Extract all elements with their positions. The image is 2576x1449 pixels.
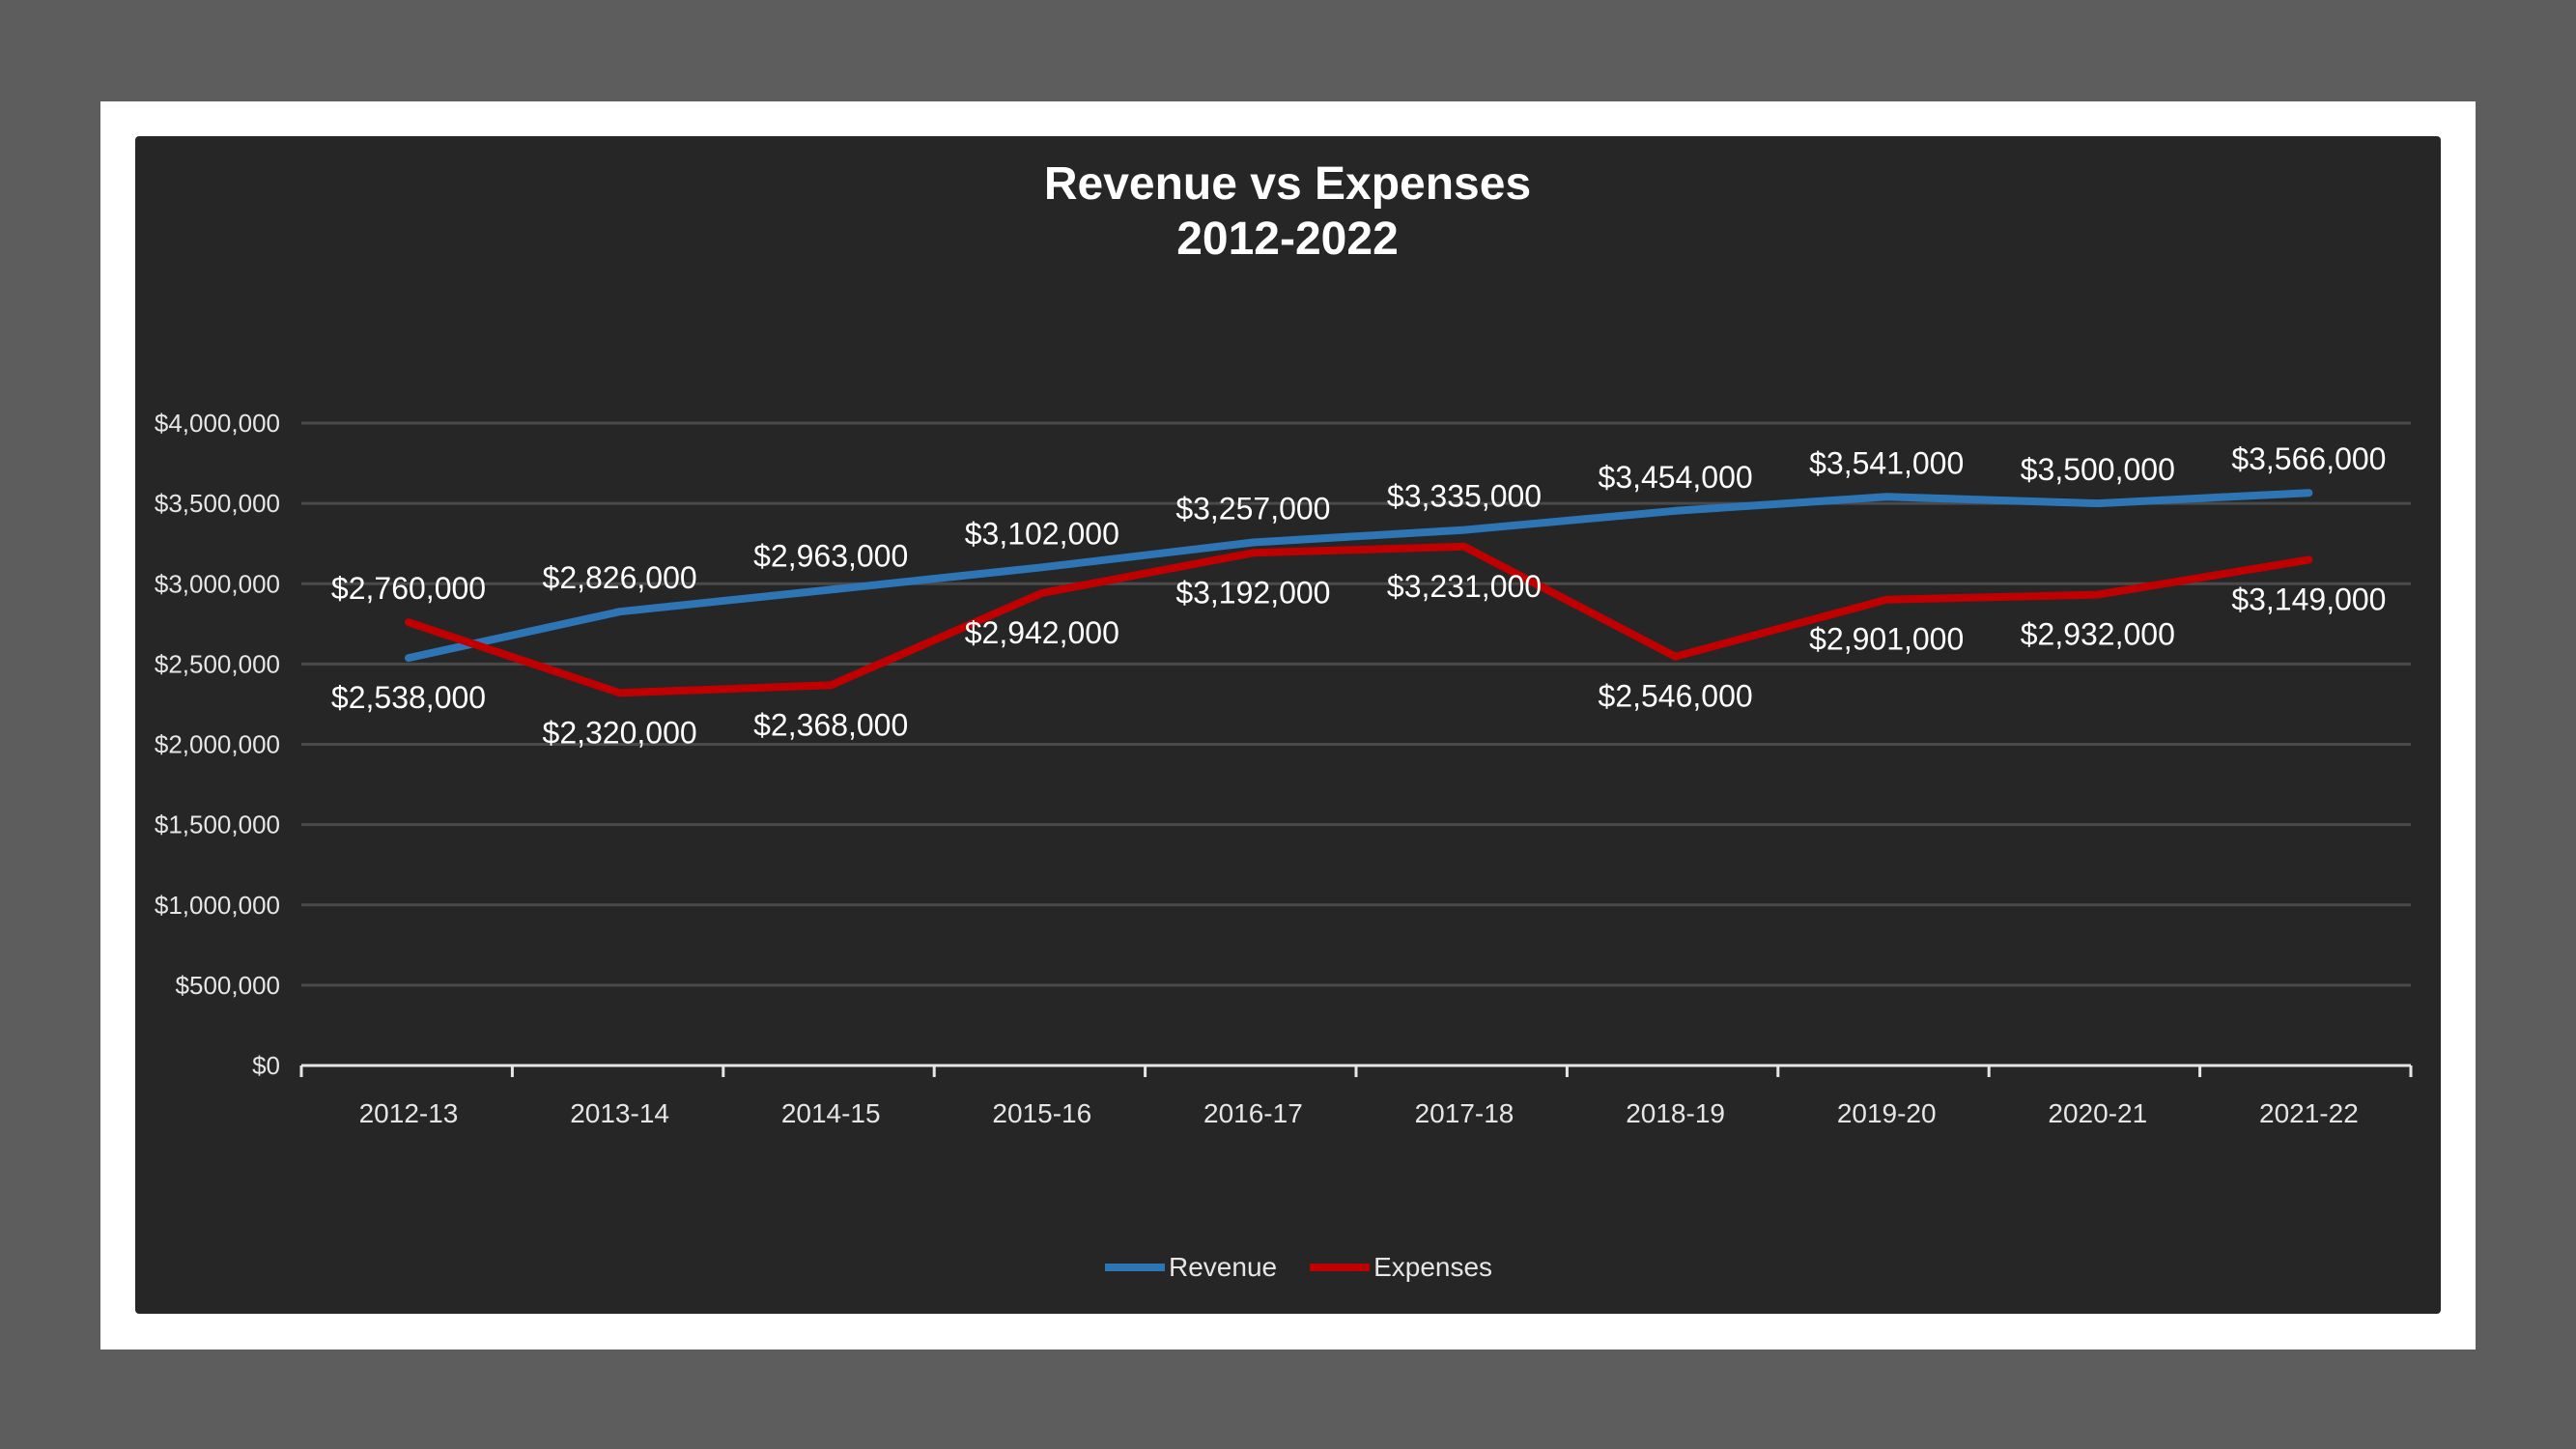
data-label-expenses: $3,192,000	[1175, 575, 1330, 610]
x-tick-label: 2016-17	[1203, 1098, 1303, 1128]
data-labels: $2,760,000 $2,538,000 $2,826,000 $2,320,000…	[331, 441, 2387, 750]
x-tick-label: 2017-18	[1415, 1098, 1514, 1128]
y-axis-ticks: $0 $500,000 $1,000,000 $1,500,000 $2,000,000…	[155, 409, 280, 1080]
data-label-expenses: $2,760,000	[331, 571, 486, 606]
data-label-expenses: $3,149,000	[2231, 582, 2386, 616]
chart-frame: Revenue vs Expenses 2012-2022 $0 $500,000…	[100, 101, 2476, 1350]
data-label-expenses: $2,546,000	[1599, 679, 1753, 714]
data-label-revenue: $3,335,000	[1387, 479, 1542, 514]
data-label-revenue: $3,257,000	[1175, 492, 1330, 526]
data-label-expenses: $2,901,000	[1809, 622, 1964, 657]
data-label-expenses: $2,942,000	[965, 615, 1119, 650]
x-tick-label: 2013-14	[570, 1098, 669, 1128]
x-axis: 2012-13 2013-14 2014-15 2015-16 2016-17 2017-…	[299, 1064, 2413, 1128]
data-label-expenses: $2,320,000	[543, 715, 697, 750]
data-label-revenue: $3,500,000	[2021, 452, 2175, 487]
y-tick-label: $2,500,000	[155, 649, 280, 678]
data-label-revenue: $2,826,000	[543, 560, 697, 595]
y-tick-label: $3,500,000	[155, 489, 280, 518]
data-label-revenue: $3,102,000	[965, 516, 1119, 551]
y-tick-label: $0	[252, 1051, 280, 1080]
y-tick-label: $1,000,000	[155, 891, 280, 920]
x-tick-label: 2018-19	[1626, 1098, 1725, 1128]
x-tick-label: 2012-13	[359, 1098, 459, 1128]
x-tick-label: 2014-15	[781, 1098, 881, 1128]
gridlines	[301, 421, 2411, 987]
y-tick-label: $2,000,000	[155, 730, 280, 759]
y-tick-label: $4,000,000	[155, 409, 280, 438]
legend: Revenue Expenses	[1105, 1252, 1492, 1282]
series-line-expenses	[405, 542, 2313, 697]
data-label-revenue: $2,538,000	[331, 680, 486, 715]
chart-title-line-1: Revenue vs Expenses	[1044, 158, 1531, 210]
data-label-revenue: $3,566,000	[2231, 441, 2386, 476]
data-label-expenses: $2,932,000	[2021, 617, 2175, 652]
data-label-revenue: $3,454,000	[1599, 460, 1753, 495]
x-tick-label: 2015-16	[992, 1098, 1091, 1128]
series-lines	[405, 489, 2313, 697]
y-tick-label: $3,000,000	[155, 569, 280, 598]
y-tick-label: $500,000	[176, 971, 280, 1000]
data-label-revenue: $3,541,000	[1809, 445, 1964, 480]
chart-title-line-2: 2012-2022	[1176, 213, 1399, 265]
y-tick-label: $1,500,000	[155, 810, 280, 839]
chart-panel: Revenue vs Expenses 2012-2022 $0 $500,000…	[135, 136, 2441, 1314]
x-tick-label: 2020-21	[2048, 1098, 2147, 1128]
line-chart: Revenue vs Expenses 2012-2022 $0 $500,000…	[155, 158, 2413, 1282]
legend-label-revenue: Revenue	[1169, 1252, 1277, 1282]
data-label-revenue: $2,963,000	[753, 538, 908, 573]
data-label-expenses: $3,231,000	[1387, 569, 1542, 604]
data-label-expenses: $2,368,000	[753, 707, 908, 742]
x-tick-label: 2021-22	[2259, 1098, 2359, 1128]
series-line-revenue	[405, 489, 2313, 663]
x-tick-label: 2019-20	[1837, 1098, 1937, 1128]
legend-label-expenses: Expenses	[1373, 1252, 1492, 1282]
